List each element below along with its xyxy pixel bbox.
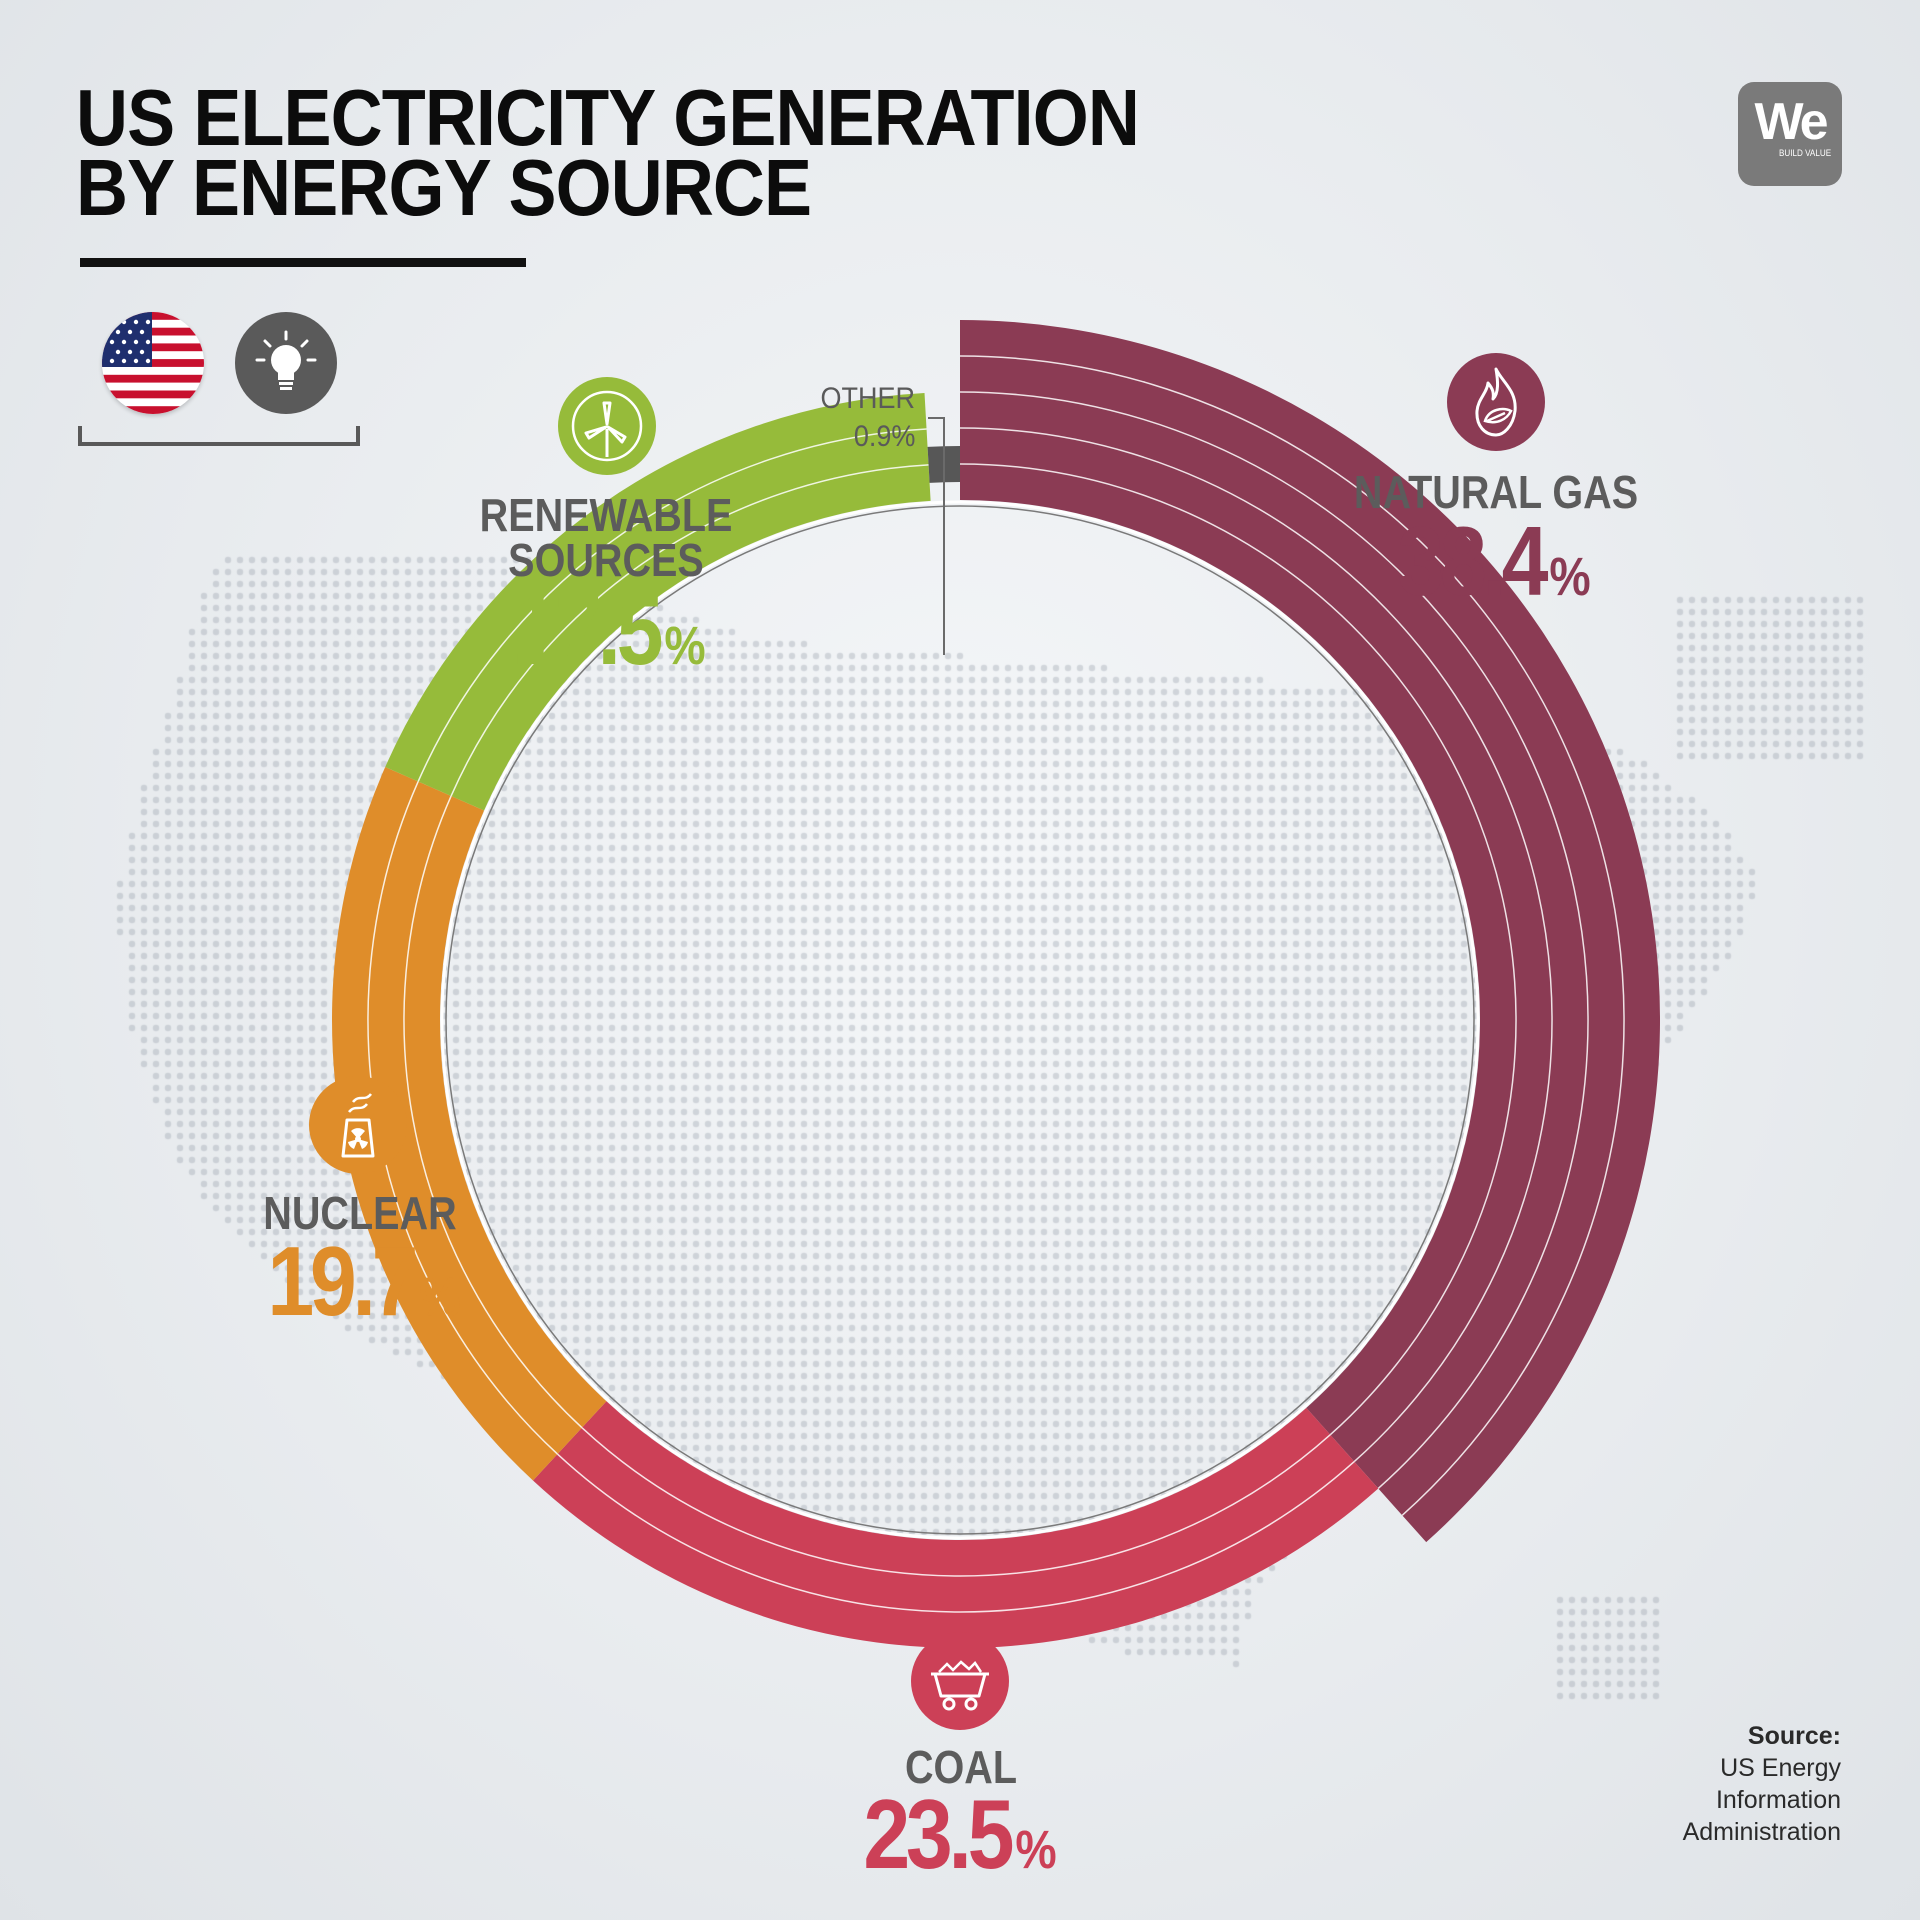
ring-band-separator [556, 1453, 1355, 1613]
natural-gas-label: NATURAL GAS [1353, 466, 1639, 518]
ring-band-separator [959, 463, 1517, 1436]
badge-bracket [78, 426, 360, 446]
renewable-value: 17.5% [512, 581, 705, 679]
source-line-3: Administration [1682, 1818, 1841, 1846]
natural-gas-value-unit: % [1549, 547, 1591, 607]
donut-slice-natural-gas [960, 320, 1660, 1543]
renewable-label-line-1: RENEWABLE [479, 489, 733, 541]
ring-band-separator [450, 464, 929, 797]
renewable-label-line-2: SOURCES [508, 534, 704, 586]
coal-label: COAL [904, 1741, 1018, 1793]
donut-inner-outline [440, 500, 1480, 1540]
coal-value-unit: % [1015, 1820, 1057, 1880]
ring-band-separator [959, 427, 1553, 1463]
us-flag-icon [102, 312, 204, 414]
ring-band-separator [417, 428, 927, 782]
page-title-line-1: US ELECTRICITY GENERATION [76, 73, 1140, 162]
coal-value: 23.5% [863, 1785, 1056, 1883]
source-line-1: US Energy [1720, 1754, 1841, 1782]
ring-band-separator [959, 391, 1589, 1490]
coal-value-number: 23.5 [863, 1779, 1014, 1889]
logo-text: We [1754, 93, 1828, 151]
donut-slice-nuclear [331, 766, 607, 1481]
ring-band-separator [581, 1427, 1331, 1577]
donut-slice-renewable-sources [385, 393, 931, 811]
page-title-line-2: BY ENERGY SOURCE [76, 143, 812, 232]
ring-band-separator [959, 355, 1625, 1516]
brand-logo: We BUILD VALUE [1738, 82, 1842, 186]
nuclear-plant-icon [309, 1076, 407, 1174]
renewable-value-unit: % [664, 616, 706, 676]
nuclear-value-number: 19.7 [267, 1226, 418, 1336]
mine-cart-icon [911, 1632, 1009, 1730]
nuclear-label: NUCLEAR [263, 1187, 457, 1239]
renewable-value-number: 17.5 [512, 575, 663, 685]
donut-inner-outline [445, 505, 1475, 1535]
lightbulb-icon [235, 312, 337, 414]
source-line-2: Information [1715, 1786, 1841, 1814]
donut-slice-coal [532, 1401, 1379, 1649]
title-underline [80, 258, 526, 267]
other-label: OTHER [820, 382, 916, 415]
flame-leaf-icon [1447, 353, 1545, 451]
nuclear-value: 19.7% [267, 1232, 460, 1330]
logo-subtext: BUILD VALUE [1779, 148, 1832, 158]
wind-turbine-icon [558, 377, 656, 475]
other-value: 0.9% [853, 420, 915, 453]
natural-gas-value: 38.4% [1397, 512, 1590, 610]
nuclear-value-unit: % [419, 1267, 461, 1327]
source-label: Source: [1747, 1722, 1841, 1750]
natural-gas-value-number: 38.4 [1397, 506, 1548, 616]
ring-band-separator [403, 795, 583, 1429]
